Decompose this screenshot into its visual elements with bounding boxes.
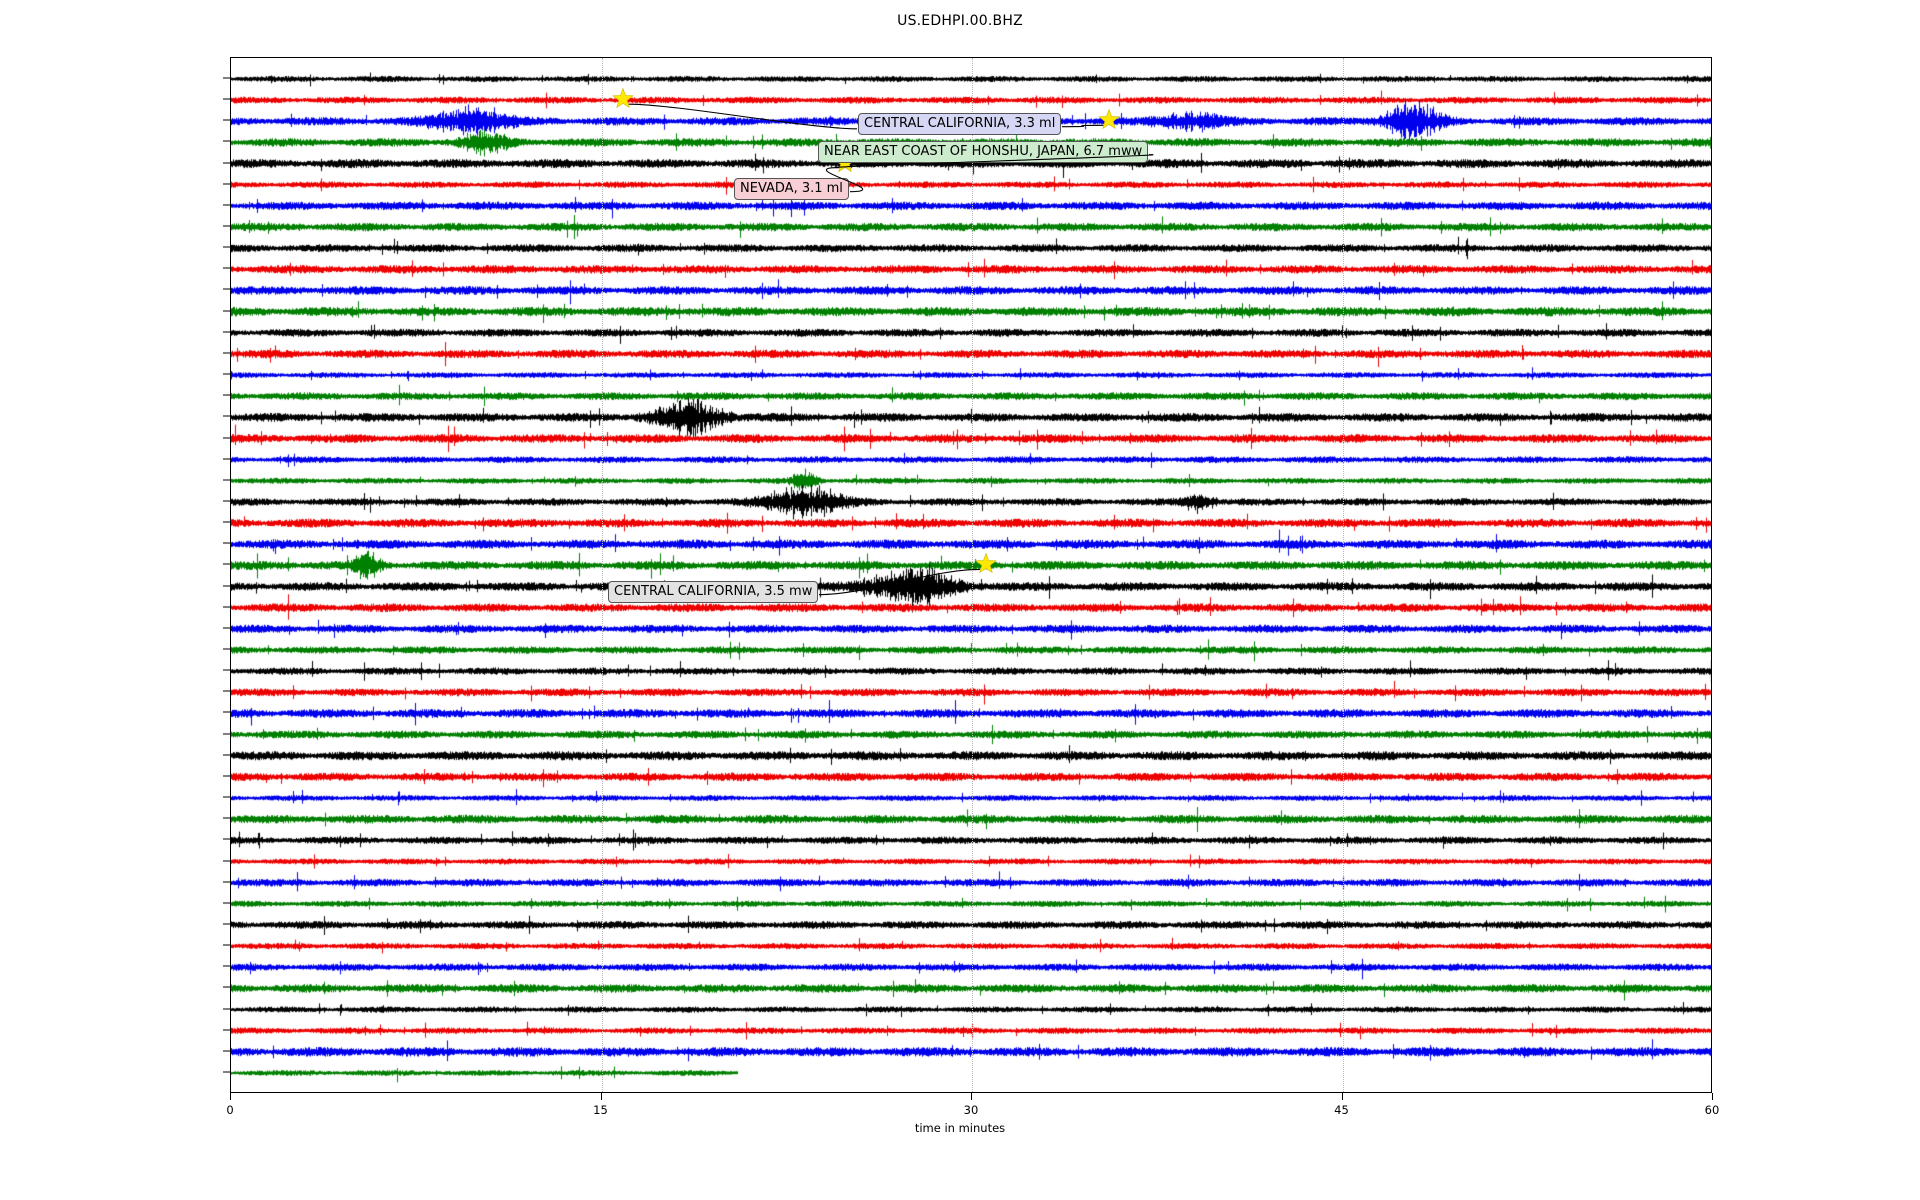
x-axis-tick-label: 60 [1704, 1103, 1720, 1117]
y-axis-tick [223, 965, 231, 967]
x-axis-tick [1712, 1093, 1713, 1100]
y-axis-tick [223, 1029, 231, 1031]
y-axis-tick [223, 479, 231, 481]
y-axis-tick [223, 204, 231, 206]
y-axis-tick [223, 458, 231, 460]
y-axis-tick [223, 838, 231, 840]
y-axis-tick [223, 690, 231, 692]
y-axis-tick [223, 1008, 231, 1010]
y-axis-tick [223, 881, 231, 883]
y-axis-tick [223, 415, 231, 417]
y-axis-tick [223, 627, 231, 629]
y-axis-tick [223, 669, 231, 671]
y-axis-tick [223, 98, 231, 100]
gridline-45 [1342, 58, 1344, 1092]
x-axis-tick-label: 30 [963, 1103, 979, 1117]
x-axis-tick [230, 1093, 231, 1100]
event-annotation-label[interactable]: CENTRAL CALIFORNIA, 3.5 mw [608, 581, 819, 603]
y-axis-tick [223, 162, 231, 164]
y-axis-tick [223, 733, 231, 735]
y-axis-tick [223, 310, 231, 312]
y-axis-tick [223, 563, 231, 565]
y-axis-tick [223, 288, 231, 290]
event-annotation-label[interactable]: CENTRAL CALIFORNIA, 3.3 ml [858, 113, 1062, 135]
y-axis-tick [223, 542, 231, 544]
x-axis-tick [600, 1093, 602, 1100]
y-axis-tick [223, 902, 231, 904]
y-axis-tick [223, 437, 231, 439]
y-axis-tick [223, 754, 231, 756]
y-axis-labels: 00:00:0401:00:0402:00:0403:00:0404:00:04… [0, 0, 231, 1200]
x-axis-title: time in minutes [914, 1121, 1006, 1135]
y-axis-tick [223, 944, 231, 946]
event-annotation-label[interactable]: NEAR EAST COAST OF HONSHU, JAPAN, 6.7 mw… [818, 141, 1149, 163]
y-axis-tick [223, 775, 231, 777]
y-axis-tick [223, 140, 231, 142]
y-axis-tick [223, 77, 231, 79]
y-axis-tick [223, 606, 231, 608]
event-annotation-label[interactable]: NEVADA, 3.1 ml [734, 178, 849, 200]
y-axis-tick [223, 521, 231, 523]
y-axis-tick [223, 119, 231, 121]
y-axis-tick [223, 817, 231, 819]
x-axis-tick-label: 0 [226, 1103, 234, 1117]
y-axis-tick [223, 246, 231, 248]
y-axis-tick [223, 500, 231, 502]
y-axis-tick [223, 394, 231, 396]
gridline-15 [601, 58, 603, 1092]
plot-area [230, 57, 1712, 1093]
y-axis-tick [223, 373, 231, 375]
y-axis-tick [223, 986, 231, 988]
y-axis-tick [223, 711, 231, 713]
y-axis-tick [223, 352, 231, 354]
y-axis-tick [223, 331, 231, 333]
y-axis-tick [223, 923, 231, 925]
y-axis-tick [223, 267, 231, 269]
y-axis-tick [223, 796, 231, 798]
x-axis-tick [1341, 1093, 1343, 1100]
gridline-30 [972, 58, 973, 1092]
y-axis-tick [223, 1050, 231, 1052]
y-axis-tick [223, 860, 231, 861]
x-axis-tick [971, 1093, 972, 1100]
y-axis-tick [223, 183, 231, 185]
y-axis-tick [223, 1071, 231, 1073]
y-axis-tick [223, 585, 231, 587]
y-axis-tick [223, 648, 231, 650]
x-axis-tick-label: 15 [593, 1103, 608, 1117]
page-title: US.EDHPI.00.BHZ [897, 13, 1023, 29]
y-axis-tick [223, 225, 231, 227]
x-axis-tick-label: 45 [1334, 1103, 1349, 1117]
